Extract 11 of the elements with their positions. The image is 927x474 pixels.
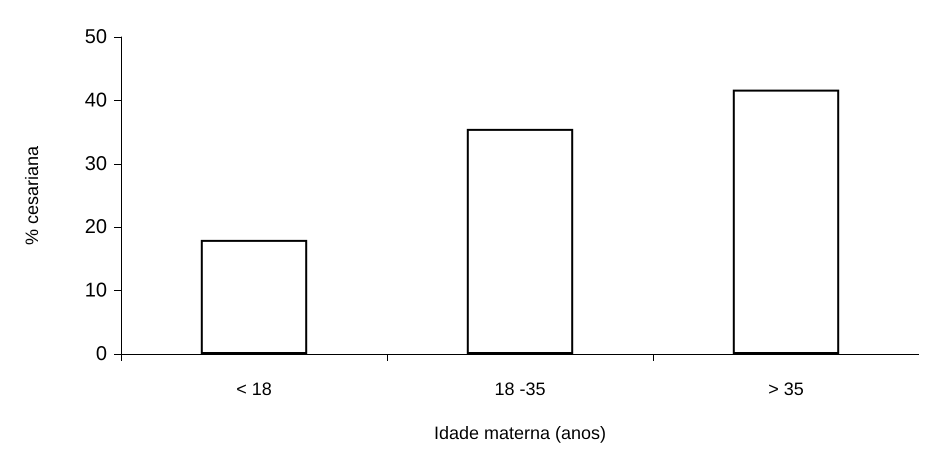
y-tick-label: 20 xyxy=(84,216,107,238)
y-tick-label: 0 xyxy=(96,343,107,365)
x-axis-title: Idade materna (anos) xyxy=(434,423,606,443)
y-tick-label: 50 xyxy=(84,26,107,48)
y-tick-label: 30 xyxy=(84,152,107,175)
y-tick-label: 40 xyxy=(84,89,107,112)
y-tick-label: 10 xyxy=(84,280,107,302)
x-tick-label: 18 -35 xyxy=(494,379,546,399)
x-tick-label: > 35 xyxy=(768,379,804,399)
x-tick-label: < 18 xyxy=(236,379,272,399)
y-axis-title: % cesariana xyxy=(22,144,42,246)
